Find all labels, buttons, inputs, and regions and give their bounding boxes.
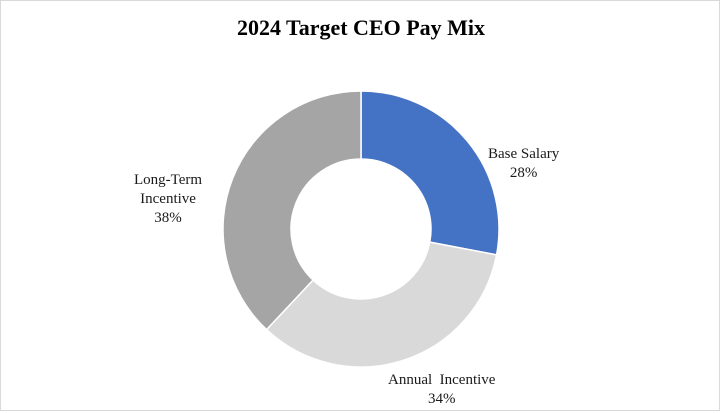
slice-category-long-term-line2: Incentive [140,191,196,207]
slice-label-annual-incentive: Annual Incentive 34% [388,371,495,409]
slice-category-base-salary: Base Salary [488,146,560,162]
slice-value-annual-incentive: 34% [427,391,456,407]
slice-long-term-incentive [222,90,362,331]
slice-annual-incentive [265,241,498,368]
slice-value-base-salary: 28% [509,165,538,181]
slice-base-salary [360,90,500,256]
slice-category-long-term-line1: Long-Term [134,172,203,188]
slice-value-long-term-incentive: 38% [154,210,182,226]
slice-label-long-term-incentive: Long-Term Incentive 38% [134,171,202,228]
chart-title: 2024 Target CEO Pay Mix [236,15,486,40]
slice-category-annual-incentive: Annual Incentive [388,372,496,388]
slice-label-base-salary: Base Salary 28% [488,145,559,183]
